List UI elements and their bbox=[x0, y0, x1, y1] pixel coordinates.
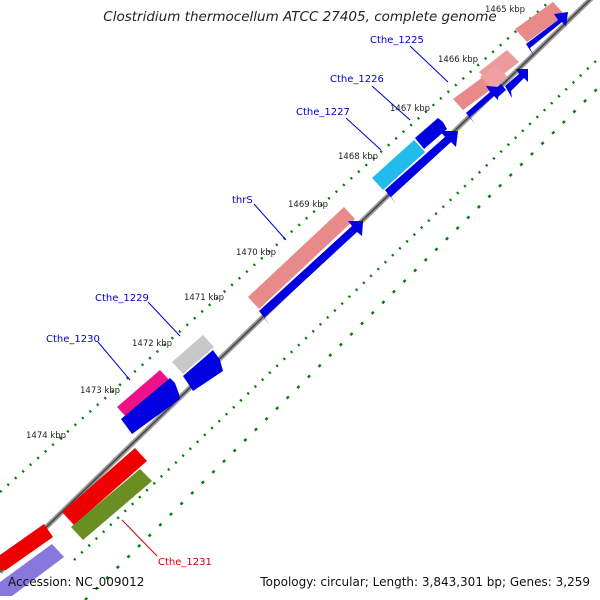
gene-label-cthe-1226[interactable]: Cthe_1226 bbox=[330, 74, 384, 85]
feature-bar-1230-magenta[interactable] bbox=[117, 370, 171, 419]
leader-1227 bbox=[345, 117, 382, 151]
feature-bar-1229-grey[interactable] bbox=[172, 335, 214, 374]
leader-thrs bbox=[253, 203, 287, 241]
gene-arrow-1227a[interactable] bbox=[415, 118, 447, 149]
kbp-label-1470: 1470 kbp bbox=[236, 248, 276, 258]
ruler-inner-track bbox=[0, 0, 553, 493]
topology-summary: Topology: circular; Length: 3,843,301 bp… bbox=[260, 575, 590, 589]
leader-1231 bbox=[121, 519, 158, 557]
feature-bar-1226b-pink[interactable] bbox=[480, 65, 508, 89]
ruler-outer-track bbox=[73, 56, 600, 561]
gene-arrow-1226[interactable] bbox=[466, 86, 499, 124]
kbp-label-1467: 1467 kbp bbox=[390, 104, 430, 114]
gene-arrow-1230[interactable] bbox=[121, 378, 180, 434]
leader-1225 bbox=[409, 45, 449, 83]
feature-bar-1226-pink[interactable] bbox=[453, 74, 497, 110]
gene-arrow-thrs[interactable] bbox=[259, 221, 363, 325]
kbp-label-1472: 1472 kbp bbox=[132, 339, 172, 349]
map-title: Clostridium thermocellum ATCC 27405, com… bbox=[103, 9, 497, 25]
gene-label-cthe-1231[interactable]: Cthe_1231 bbox=[158, 557, 212, 568]
gene-label-cthe-1230[interactable]: Cthe_1230 bbox=[46, 334, 100, 345]
accession-label: Accession: NC_009012 bbox=[8, 575, 145, 589]
kbp-label-1471: 1471 kbp bbox=[184, 293, 224, 303]
gene-arrow-1225[interactable] bbox=[526, 12, 568, 56]
feature-bar-red-large[interactable] bbox=[62, 448, 147, 525]
kbp-label-1469: 1469 kbp bbox=[288, 200, 328, 210]
feature-bar-thrs-pink[interactable] bbox=[248, 207, 355, 309]
kbp-label-1473: 1473 kbp bbox=[80, 386, 120, 396]
leader-1226 bbox=[371, 85, 411, 121]
gene-arrow-lavender[interactable] bbox=[0, 544, 64, 596]
leader-1229 bbox=[147, 301, 181, 337]
gene-arrow-1231-olive[interactable] bbox=[71, 469, 152, 540]
feature-bar-1225-pink[interactable] bbox=[515, 2, 565, 42]
kbp-label-1474: 1474 kbp bbox=[26, 431, 66, 441]
leader-1230 bbox=[97, 341, 131, 381]
gene-label-cthe-1227[interactable]: Cthe_1227 bbox=[296, 107, 350, 118]
gene-label-cthe-1225[interactable]: Cthe_1225 bbox=[370, 35, 424, 46]
kbp-label-1468: 1468 kbp bbox=[338, 152, 378, 162]
gene-label-cthe-1229[interactable]: Cthe_1229 bbox=[95, 293, 149, 304]
ruler-outer-track-2 bbox=[84, 85, 600, 600]
feature-bar-1227-cyan[interactable] bbox=[372, 140, 425, 190]
gene-arrow-1229[interactable] bbox=[183, 350, 223, 391]
gene-arrow-1226b[interactable] bbox=[505, 69, 528, 98]
kbp-label-1466: 1466 kbp bbox=[438, 55, 478, 65]
gene-label-thrs[interactable]: thrS bbox=[232, 195, 253, 206]
feature-bar-red-lower[interactable] bbox=[0, 524, 53, 570]
gene-arrow-1227b[interactable] bbox=[385, 131, 458, 204]
kbp-label-1465: 1465 kbp bbox=[485, 5, 525, 15]
